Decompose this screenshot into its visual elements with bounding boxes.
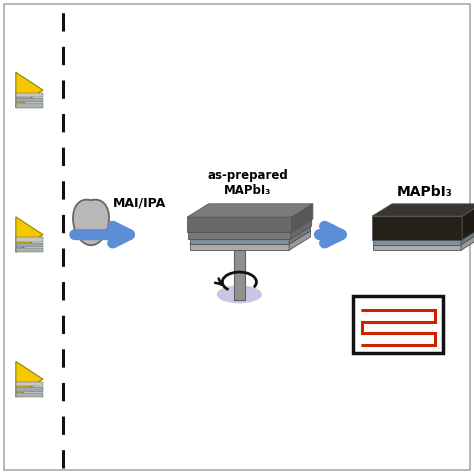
Polygon shape [190,231,310,244]
Polygon shape [372,204,474,216]
Bar [16,243,43,247]
Polygon shape [290,219,312,239]
Polygon shape [73,200,109,245]
Bar [16,98,43,102]
Text: MAPbI₃: MAPbI₃ [397,185,453,199]
Bar [16,237,43,242]
Polygon shape [188,232,290,239]
Polygon shape [190,244,289,250]
Polygon shape [374,228,474,240]
Polygon shape [16,217,43,252]
Polygon shape [374,245,461,250]
Polygon shape [461,232,474,250]
Bar [16,387,43,392]
Polygon shape [374,240,461,245]
Bar [16,92,43,97]
Polygon shape [190,239,289,244]
Polygon shape [16,362,43,397]
Polygon shape [292,204,313,232]
Bar [16,382,43,386]
Text: as-prepared
MAPbI₃: as-prepared MAPbI₃ [207,169,288,197]
Bar [16,103,43,108]
Polygon shape [374,232,474,245]
Polygon shape [187,204,313,217]
Bar [16,248,43,252]
Ellipse shape [217,285,262,303]
Polygon shape [289,226,310,244]
Polygon shape [190,226,310,239]
Polygon shape [16,73,43,108]
Bar [16,392,43,397]
Bar [353,296,443,353]
Polygon shape [187,217,292,232]
Polygon shape [188,219,312,232]
Polygon shape [461,228,474,245]
Bar [234,250,245,300]
Text: MAI/IPA: MAI/IPA [113,196,166,210]
Polygon shape [289,231,310,250]
Polygon shape [462,204,474,240]
Polygon shape [372,216,462,240]
